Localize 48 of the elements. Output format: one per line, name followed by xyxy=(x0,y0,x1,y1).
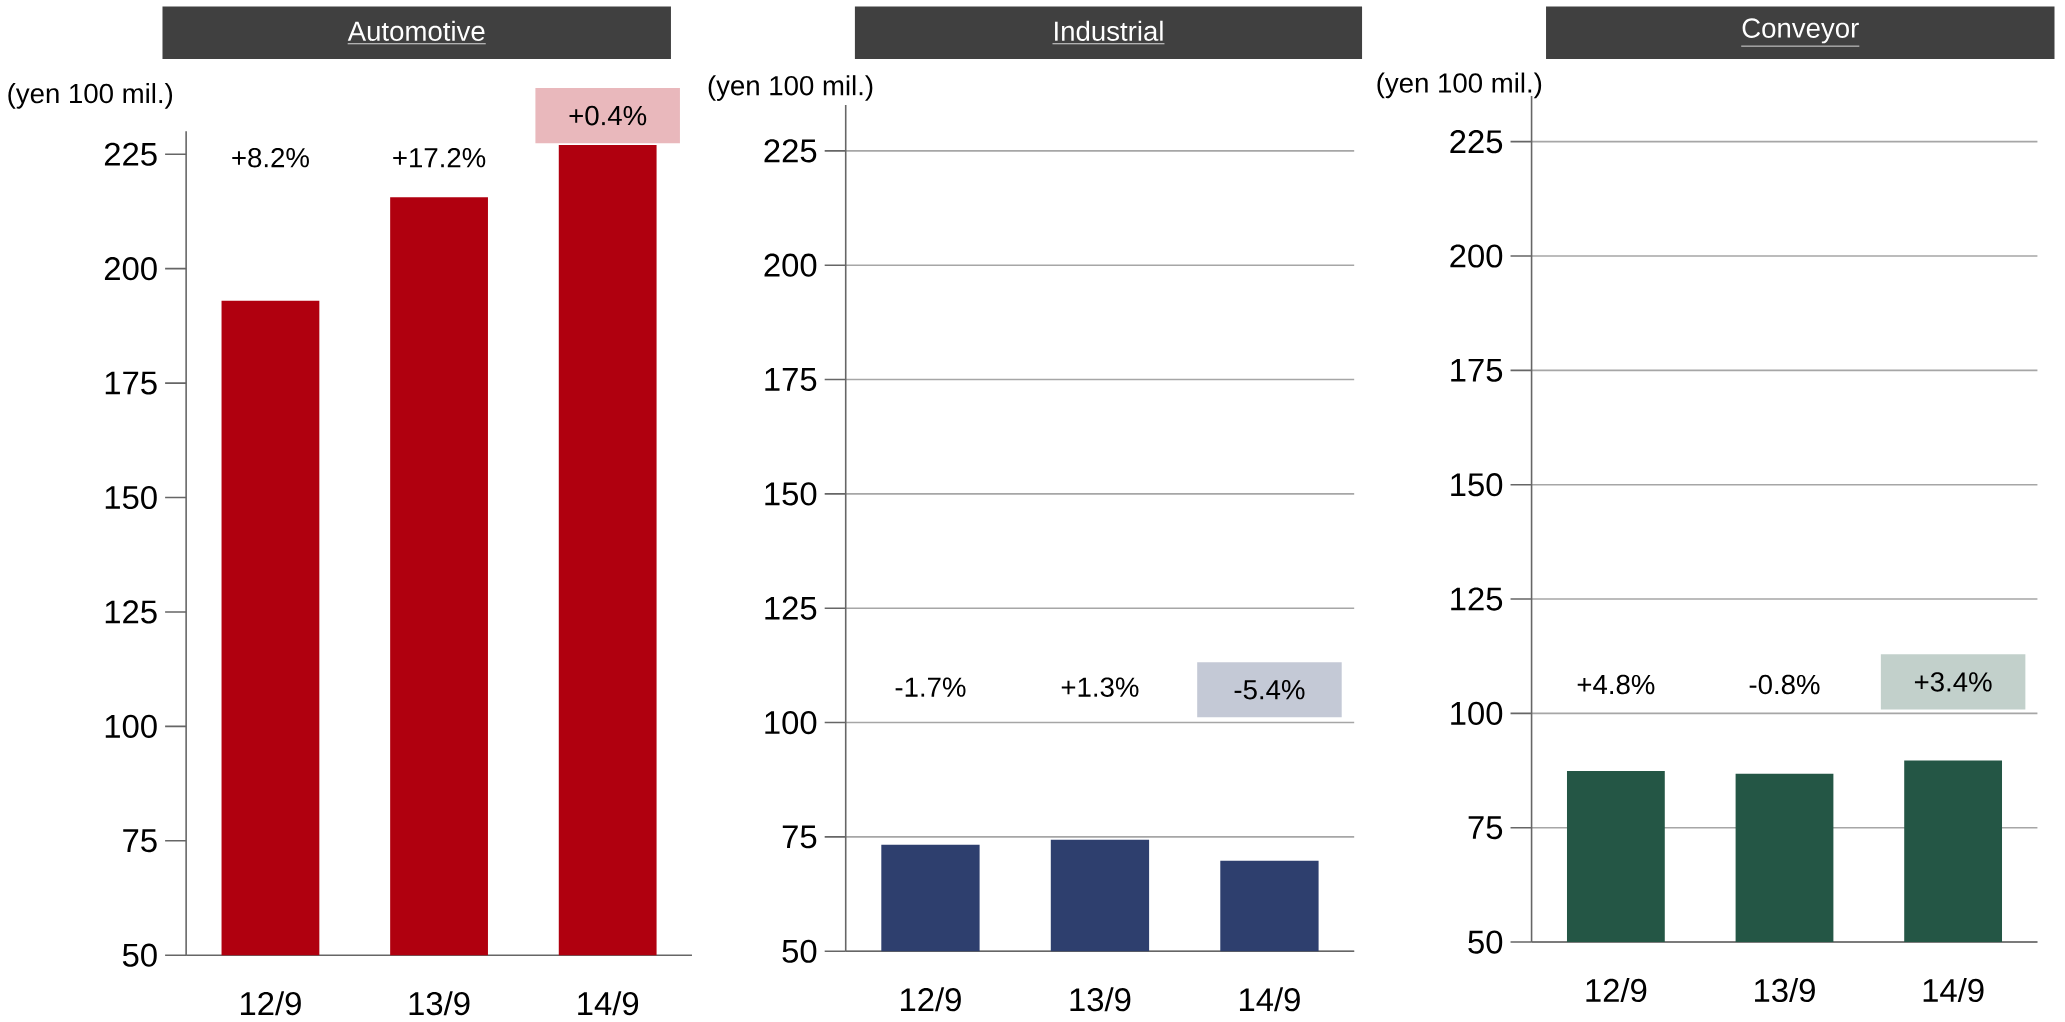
y-tick-label: 100 xyxy=(1451,701,1503,726)
y-tick-label: 150 xyxy=(765,482,817,506)
annotation: +3.4% xyxy=(1914,672,1992,692)
annotation: +8.2% xyxy=(232,147,309,168)
chart-title: Automotive xyxy=(347,20,485,42)
x-tick-label: 14/9 xyxy=(1923,978,1984,1003)
y-axis-title: (yen 100 mil.) xyxy=(8,83,173,109)
y-tick-label: 225 xyxy=(104,142,157,166)
x-tick-label: 14/9 xyxy=(578,991,639,1016)
y-tick-label: 175 xyxy=(765,368,817,392)
x-tick-label: 12/9 xyxy=(1586,978,1647,1003)
annotation: -0.8% xyxy=(1749,674,1820,695)
y-tick-label: 150 xyxy=(105,485,157,510)
annotation: +1.3% xyxy=(1061,677,1139,697)
x-tick-label: 13/9 xyxy=(409,991,470,1016)
y-tick-label: 175 xyxy=(105,371,157,395)
y-tick-label: 200 xyxy=(1450,244,1503,268)
annotation: +4.8% xyxy=(1577,674,1655,695)
y-tick-label: 125 xyxy=(105,600,157,624)
y-tick-label: 125 xyxy=(1451,587,1503,611)
y-tick-label: 125 xyxy=(765,596,817,620)
text: +0.4% xyxy=(569,105,647,126)
y-tick-label: 75 xyxy=(123,829,157,853)
y-tick-label: 50 xyxy=(1468,930,1503,954)
annotation: -5.4% xyxy=(1234,680,1305,700)
y-tick-label: 175 xyxy=(1451,358,1503,382)
y-tick-label: 75 xyxy=(1468,816,1503,840)
y-tick-label: 150 xyxy=(1451,473,1503,497)
y-tick-label: 200 xyxy=(104,257,157,281)
x-tick-label: 13/9 xyxy=(1070,987,1131,1012)
chart-title: Conveyor xyxy=(1742,18,1859,44)
annotation: +17.2% xyxy=(393,148,486,168)
y-tick-label: 225 xyxy=(1450,130,1503,154)
x-tick-label: 14/9 xyxy=(1239,987,1300,1012)
annotation: -1.7% xyxy=(895,677,966,697)
chart-title: Industrial xyxy=(1055,20,1163,42)
y-tick-label: 200 xyxy=(764,253,817,277)
y-tick-label: 75 xyxy=(782,825,817,849)
y-tick-label: 100 xyxy=(765,711,817,735)
y-tick-label: 225 xyxy=(764,139,817,163)
y-tick-label: 50 xyxy=(782,939,817,963)
x-tick-label: 12/9 xyxy=(240,991,301,1016)
y-tick-label: 100 xyxy=(105,714,157,739)
y-axis-title: (yen 100 mil.) xyxy=(1377,72,1542,99)
y-tick-label: 50 xyxy=(122,943,157,967)
x-tick-label: 12/9 xyxy=(900,987,961,1012)
x-tick-label: 13/9 xyxy=(1755,978,1815,1003)
y-axis-title: (yen 100 mil.) xyxy=(708,75,873,101)
